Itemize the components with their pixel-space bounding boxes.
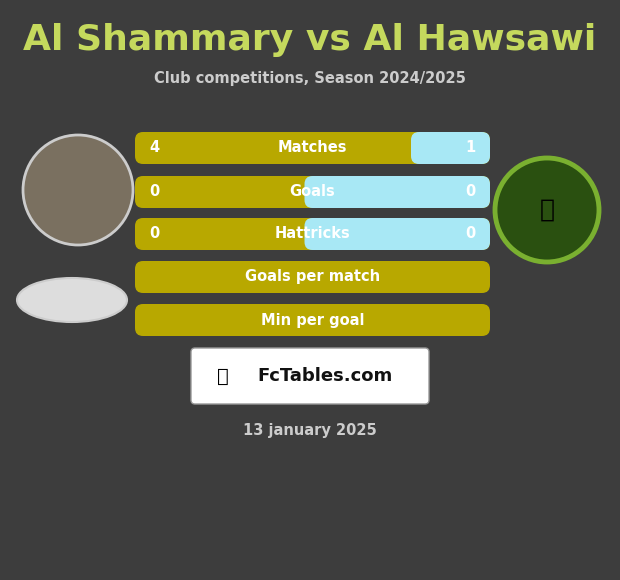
Text: 0: 0: [466, 184, 476, 200]
FancyBboxPatch shape: [135, 176, 490, 208]
Text: FcTables.com: FcTables.com: [257, 367, 392, 385]
Text: Matches: Matches: [278, 140, 347, 155]
FancyBboxPatch shape: [304, 176, 490, 208]
Text: 0: 0: [149, 227, 159, 241]
FancyBboxPatch shape: [312, 184, 357, 200]
FancyBboxPatch shape: [419, 140, 436, 156]
FancyBboxPatch shape: [411, 132, 490, 164]
FancyBboxPatch shape: [304, 218, 490, 250]
Text: 1: 1: [466, 140, 476, 155]
Text: Hattricks: Hattricks: [275, 227, 350, 241]
Text: 13 january 2025: 13 january 2025: [243, 422, 377, 437]
Ellipse shape: [17, 278, 127, 322]
Text: Goals per match: Goals per match: [245, 270, 380, 285]
FancyBboxPatch shape: [135, 261, 490, 293]
FancyBboxPatch shape: [312, 226, 357, 242]
Text: 4: 4: [149, 140, 159, 155]
FancyBboxPatch shape: [191, 348, 429, 404]
Text: Al Shammary vs Al Hawsawi: Al Shammary vs Al Hawsawi: [24, 23, 596, 57]
FancyBboxPatch shape: [135, 132, 490, 164]
FancyBboxPatch shape: [135, 304, 490, 336]
Text: Goals: Goals: [290, 184, 335, 200]
Text: 🦅: 🦅: [539, 198, 554, 222]
Circle shape: [495, 158, 599, 262]
Text: Min per goal: Min per goal: [261, 313, 365, 328]
FancyBboxPatch shape: [135, 218, 490, 250]
Text: 📊: 📊: [217, 367, 229, 386]
Text: Club competitions, Season 2024/2025: Club competitions, Season 2024/2025: [154, 71, 466, 85]
Text: 0: 0: [149, 184, 159, 200]
Circle shape: [23, 135, 133, 245]
Text: 0: 0: [466, 227, 476, 241]
